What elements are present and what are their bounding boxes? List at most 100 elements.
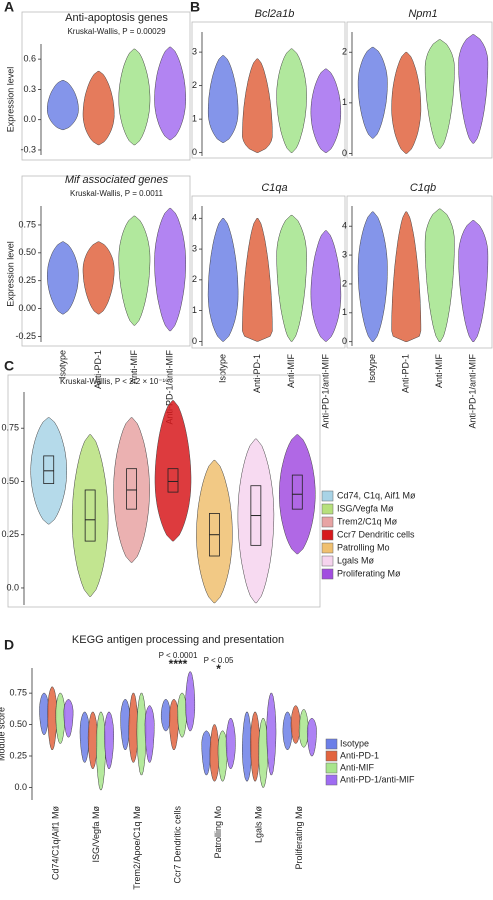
legend-swatch [321,503,334,515]
x-tick-label: Anti-PD-1 [401,354,411,393]
chart-subtitle: Kruskal-Wallis, P = 0.00029 [67,27,166,36]
annotation: P < 0.05 [204,656,234,665]
y-tick-label: 0.0 [14,782,27,792]
y-tick-label: 3 [342,249,347,259]
violin [276,214,307,342]
violin [357,211,388,342]
legend-label: ISG/Vegfa Mø [337,503,394,513]
legend-label: Trem2/C1q Mø [337,516,398,526]
violin [118,48,151,146]
annotation: P < 0.0001 [159,651,198,660]
x-tick-label: Anti-PD-1/anti-MIF [165,349,175,424]
x-tick-label: Cd74/C1q/Aif1 Mø [51,805,61,880]
y-tick-label: 1 [342,97,347,107]
legend-swatch [321,516,334,528]
legend-label: Ccr7 Dendritic cells [337,529,415,539]
legend-swatch [325,774,338,786]
legend-label: Patrolling Mo [337,542,390,552]
y-tick-label: 1 [192,114,197,124]
x-tick-label: Anti-MIF [286,354,296,389]
annotation: * [216,662,221,676]
x-tick-label: Proliferating Mø [294,806,304,870]
violin [357,46,388,139]
violin [310,68,342,153]
violin [276,48,307,153]
panel-frame [191,195,346,349]
violin [47,80,79,131]
y-tick-label: 0 [342,336,347,346]
violin [310,230,342,342]
legend-swatch [321,542,334,554]
violin [207,218,239,342]
y-tick-label: 2 [192,274,197,284]
violin [196,459,233,604]
chart-title: Bcl2a1b [255,8,295,20]
y-tick-label: 0.50 [18,247,36,257]
x-tick-label: Isotype [57,350,67,379]
y-tick-label: 0 [342,148,347,158]
y-tick-label: 0.00 [18,303,36,313]
y-tick-label: 2 [192,80,197,90]
x-tick-label: Lgals Mø [254,806,264,844]
violin [306,718,317,757]
y-tick-label: 0.0 [6,582,19,592]
violin [424,39,455,149]
panel-frame [346,195,493,349]
panel-frame [21,175,191,347]
y-tick-label: 0.75 [1,423,19,433]
violin [458,220,489,342]
panel-label: B [190,0,200,15]
panel-label: A [4,0,14,15]
chart-title: C1qb [410,182,436,194]
y-tick-label: 1 [192,305,197,315]
y-tick-label: 4 [192,213,197,223]
y-tick-label: 0.25 [9,750,27,760]
violin [154,46,186,141]
violin [391,211,422,342]
y-tick-label: 4 [342,221,347,231]
box [167,468,179,493]
legend-swatch [321,568,334,580]
y-tick-label: 3 [192,46,197,56]
violin [185,671,196,732]
x-tick-label: Anti-PD-1/anti-MIF [320,353,330,428]
violin [391,51,422,154]
violin [237,438,275,604]
legend-label: Proliferating Mø [337,568,401,578]
violin [47,241,79,315]
y-tick-label: 2 [342,47,347,57]
chart-title: Anti-apoptosis genes [65,12,168,24]
violin [290,705,301,744]
chart-title: Npm1 [408,8,437,20]
violin [71,434,109,597]
y-axis-label: Expression level [5,67,15,133]
x-tick-label: Trem2/Apoe/C1q Mø [132,806,142,890]
violin [282,711,293,750]
x-tick-label: Anti-MIF [129,350,139,385]
y-tick-label: 0.6 [23,54,36,64]
y-tick-label: 0.0 [23,114,36,124]
x-tick-label: Isotype [218,354,228,383]
violin [154,207,186,332]
violin [207,55,239,143]
legend-swatch [325,738,338,750]
y-tick-label: 0 [192,147,197,157]
legend-label: Anti-PD-1/anti-MIF [340,774,415,784]
violin [424,208,455,342]
panel-frame [21,11,191,161]
legend-label: Anti-PD-1 [340,750,379,760]
y-tick-label: 3 [192,243,197,253]
box [126,468,137,510]
violin [104,711,114,769]
box [84,489,96,542]
violin [242,58,273,153]
chart-title: C1qa [261,182,287,194]
x-tick-label: Anti-PD-1 [93,350,103,389]
legend-swatch [321,529,334,541]
x-tick-label: Anti-MIF [434,354,444,389]
y-axis-label: Expression level [5,241,15,307]
violin [82,70,115,146]
y-tick-label: -0.25 [15,331,36,341]
violin [118,215,151,326]
